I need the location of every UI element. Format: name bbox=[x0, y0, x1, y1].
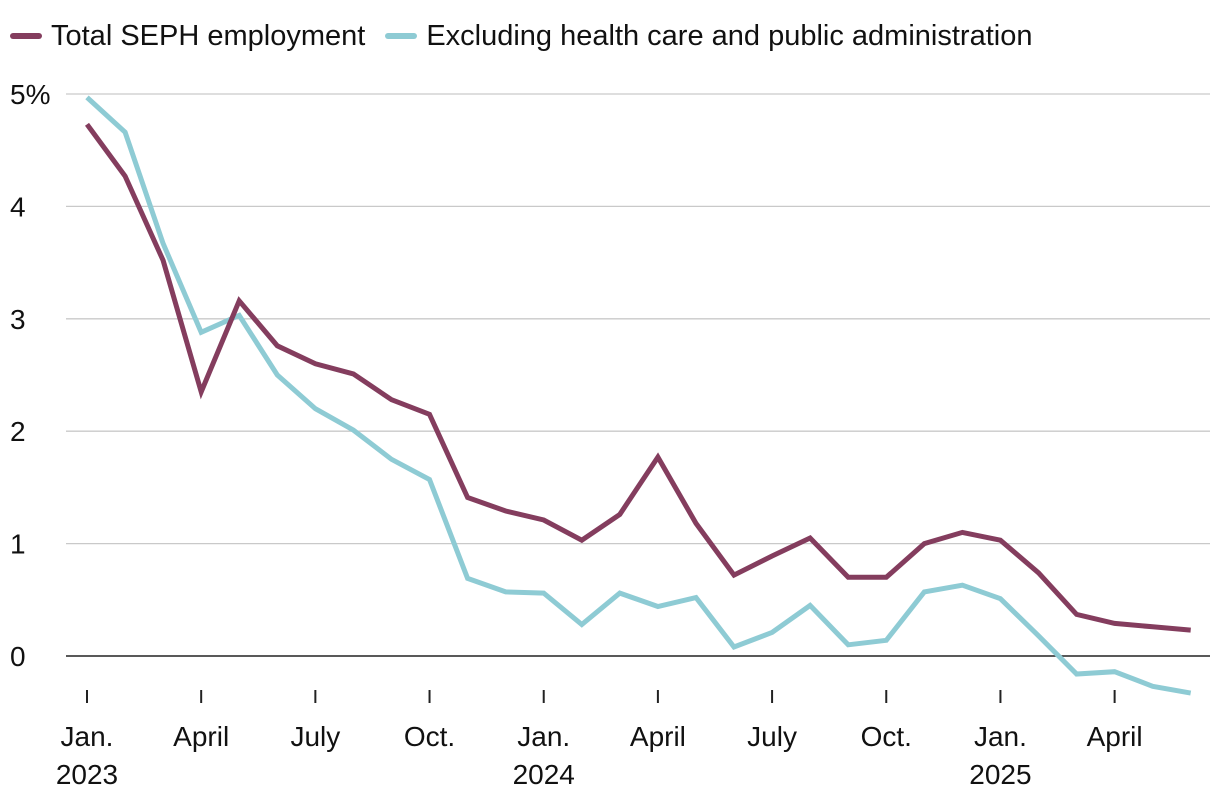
legend-label-total: Total SEPH employment bbox=[51, 19, 366, 52]
x-tick-label-27: April bbox=[1087, 721, 1143, 752]
x-tick-label-9: Oct. bbox=[404, 721, 455, 752]
y-tick-label-5: 5% bbox=[10, 79, 50, 110]
y-tick-label-3: 3 bbox=[10, 304, 26, 335]
legend-label-excluding: Excluding health care and public adminis… bbox=[426, 19, 1033, 52]
legend: Total SEPH employment Excluding health c… bbox=[10, 16, 1052, 56]
x-tick-year-0: 2023 bbox=[56, 759, 118, 790]
legend-swatch-total bbox=[10, 33, 42, 39]
x-tick-label-3: April bbox=[173, 721, 229, 752]
y-tick-label-0: 0 bbox=[10, 641, 26, 672]
series-line-total-seph bbox=[84, 122, 1191, 633]
x-tick-label-21: Oct. bbox=[861, 721, 912, 752]
x-tick-year-24: 2025 bbox=[969, 759, 1031, 790]
x-tick-label-18: July bbox=[747, 721, 797, 752]
x-tick-label-6: July bbox=[290, 721, 340, 752]
legend-item-excluding: Excluding health care and public adminis… bbox=[385, 20, 1032, 53]
y-tick-label-1: 1 bbox=[10, 529, 26, 560]
y-tick-label-4: 4 bbox=[10, 191, 26, 222]
x-tick-label-0: Jan. bbox=[61, 721, 114, 752]
legend-item-total: Total SEPH employment bbox=[10, 20, 365, 53]
x-tick-year-12: 2024 bbox=[513, 759, 575, 790]
x-tick-label-15: April bbox=[630, 721, 686, 752]
legend-swatch-excluding bbox=[385, 33, 418, 39]
y-tick-label-2: 2 bbox=[10, 416, 26, 447]
series-line-excluding-health-public bbox=[85, 95, 1192, 696]
x-tick-label-24: Jan. bbox=[974, 721, 1027, 752]
x-tick-label-12: Jan. bbox=[517, 721, 570, 752]
